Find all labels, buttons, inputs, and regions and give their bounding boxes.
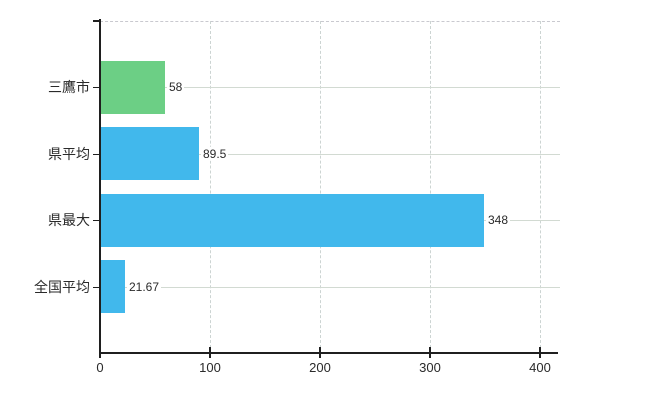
category-label-2: 県最大 [48,212,90,228]
bar-3 [101,260,125,313]
y-tick-1 [93,154,100,155]
value-label-2: 348 [486,212,511,228]
x-tick-label-300: 300 [419,360,441,375]
x-tick-0 [99,347,101,358]
category-label-1: 県平均 [48,146,90,162]
value-label-1: 89.5 [201,146,229,162]
y-tick-3 [93,287,100,288]
category-label-0: 三鷹市 [48,79,90,95]
x-tick-400 [539,347,541,358]
x-tick-200 [319,347,321,358]
x-tick-100 [209,347,211,358]
h-gridline-3 [100,287,560,288]
v-gridline-200 [320,21,321,353]
value-label-3: 21.67 [127,279,162,295]
v-gridline-300 [430,21,431,353]
y-axis-top-tick [93,20,100,22]
x-tick-label-200: 200 [309,360,331,375]
bar-2 [101,194,484,247]
value-label-0: 58 [167,79,185,95]
x-axis-line [99,352,558,354]
y-tick-0 [93,87,100,88]
x-tick-label-0: 0 [96,360,104,375]
h-gridline-1 [100,154,560,155]
v-gridline-100 [210,21,211,353]
y-axis-line [99,19,101,354]
x-tick-300 [429,347,431,358]
h-gridline-0 [100,87,560,88]
plot-top-border [100,21,560,22]
v-gridline-400 [540,21,541,353]
bar-1 [101,127,199,180]
x-tick-label-100: 100 [199,360,221,375]
y-tick-2 [93,220,100,221]
x-tick-label-400: 400 [529,360,551,375]
bar-0 [101,61,165,114]
category-label-3: 全国平均 [34,279,90,295]
